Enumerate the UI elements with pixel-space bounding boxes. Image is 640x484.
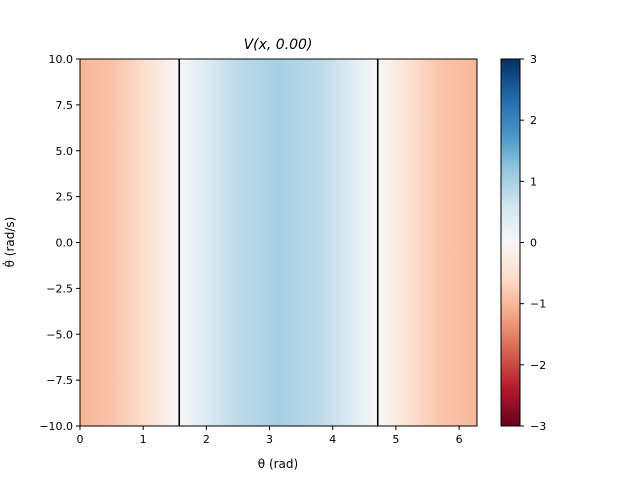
colorbar: 3 2 1 0 −1 −2 −3 [500, 53, 546, 433]
y-tick-label: 5.0 [56, 145, 74, 158]
x-tick-label: 5 [392, 433, 399, 446]
colorbar-tick-label: 0 [530, 237, 537, 250]
colorbar-tick-label: −3 [530, 420, 546, 433]
y-tick-label: 0.0 [56, 237, 74, 250]
colorbar-tick-label: 1 [530, 175, 537, 188]
colorbar-tick-label: 2 [530, 114, 537, 127]
y-tick-label: −5.0 [46, 328, 73, 341]
x-tick-label: 3 [266, 433, 273, 446]
y-tick-label: −7.5 [46, 374, 73, 387]
x-tick-label: 6 [456, 433, 463, 446]
x-axis-label: θ (rad) [258, 457, 298, 471]
contour-lines [178, 59, 379, 426]
x-axis: 0 1 2 3 4 5 6 [77, 426, 463, 446]
y-tick-label: −10.0 [39, 420, 73, 433]
colorbar-axis: 3 2 1 0 −1 −2 −3 [520, 53, 546, 433]
x-tick-label: 4 [329, 433, 336, 446]
heatmap-field [80, 59, 477, 426]
x-tick-label: 1 [140, 433, 147, 446]
y-tick-label: 2.5 [56, 191, 74, 204]
y-axis-label: θ̇ (rad/s) [2, 217, 17, 268]
colorbar-gradient [501, 59, 520, 426]
chart-title: V(x, 0.00) [244, 37, 313, 53]
plot-area [79, 58, 478, 427]
colorbar-tick-label: −1 [530, 298, 546, 311]
colorbar-tick-label: 3 [530, 53, 537, 66]
y-tick-label: 10.0 [49, 53, 74, 66]
y-tick-label: −2.5 [46, 282, 73, 295]
y-axis: 10.0 7.5 5.0 2.5 0.0 −2.5 −5.0 −7.5 −10.0 [39, 53, 80, 433]
x-tick-label: 0 [77, 433, 84, 446]
y-tick-label: 7.5 [56, 99, 74, 112]
x-tick-label: 2 [203, 433, 210, 446]
colorbar-tick-label: −2 [530, 359, 546, 372]
